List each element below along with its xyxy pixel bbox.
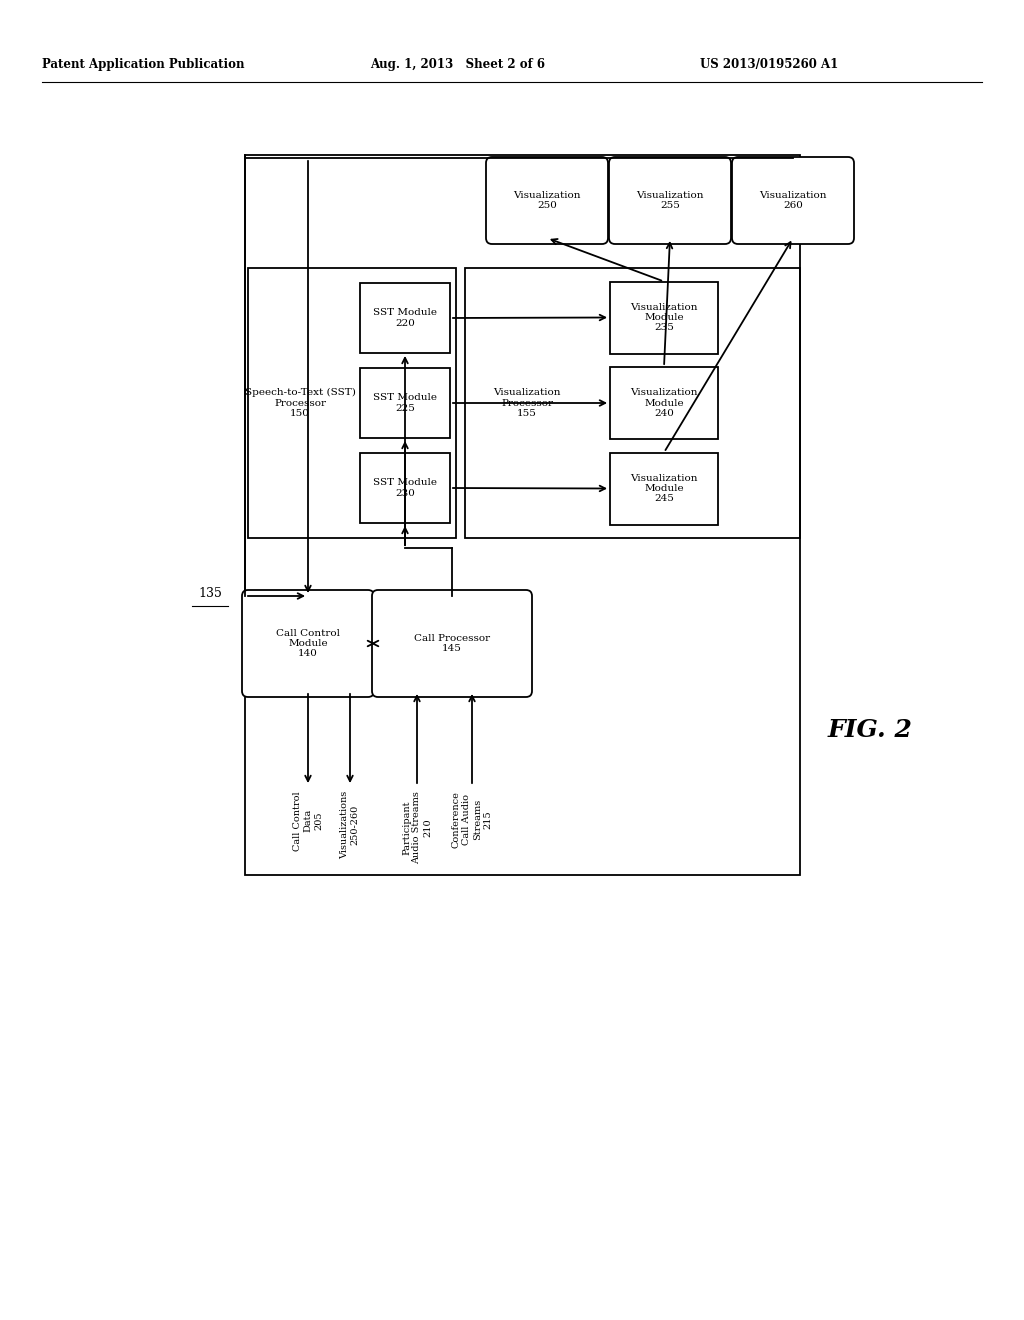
- Text: Call Processor
145: Call Processor 145: [414, 634, 490, 653]
- Bar: [610, 453, 718, 524]
- Text: Call Control
Data
205: Call Control Data 205: [293, 791, 323, 850]
- Text: Visualization
Module
240: Visualization Module 240: [630, 388, 697, 418]
- Text: Visualizations
250-260: Visualizations 250-260: [340, 791, 359, 859]
- Text: Participant
Audio Streams
210: Participant Audio Streams 210: [402, 791, 432, 863]
- Text: Visualization
Module
245: Visualization Module 245: [630, 474, 697, 503]
- Bar: [610, 281, 718, 354]
- Text: Visualization
260: Visualization 260: [759, 191, 826, 210]
- Bar: [360, 282, 450, 352]
- Text: Conference
Call Audio
Streams
215: Conference Call Audio Streams 215: [452, 791, 493, 847]
- Text: FIG. 2: FIG. 2: [827, 718, 912, 742]
- Text: Visualization
255: Visualization 255: [636, 191, 703, 210]
- Text: Visualization
250: Visualization 250: [513, 191, 581, 210]
- Text: Patent Application Publication: Patent Application Publication: [42, 58, 245, 71]
- Bar: [360, 368, 450, 438]
- FancyBboxPatch shape: [242, 590, 374, 697]
- Text: SST Module
225: SST Module 225: [373, 393, 437, 413]
- Text: SST Module
220: SST Module 220: [373, 309, 437, 327]
- Bar: [245, 154, 800, 875]
- Bar: [248, 268, 456, 539]
- Bar: [610, 367, 718, 440]
- Text: US 2013/0195260 A1: US 2013/0195260 A1: [700, 58, 839, 71]
- Bar: [465, 268, 800, 539]
- FancyBboxPatch shape: [486, 157, 608, 244]
- FancyBboxPatch shape: [372, 590, 532, 697]
- Text: Aug. 1, 2013   Sheet 2 of 6: Aug. 1, 2013 Sheet 2 of 6: [370, 58, 545, 71]
- Text: Speech-to-Text (SST)
Processor
150: Speech-to-Text (SST) Processor 150: [245, 388, 355, 418]
- Text: Call Control
Module
140: Call Control Module 140: [276, 628, 340, 659]
- Text: SST Module
230: SST Module 230: [373, 478, 437, 498]
- FancyBboxPatch shape: [732, 157, 854, 244]
- Text: Visualization
Processor
155: Visualization Processor 155: [494, 388, 561, 418]
- Bar: [360, 453, 450, 523]
- Text: Visualization
Module
235: Visualization Module 235: [630, 302, 697, 333]
- FancyBboxPatch shape: [609, 157, 731, 244]
- Text: 135: 135: [198, 587, 222, 601]
